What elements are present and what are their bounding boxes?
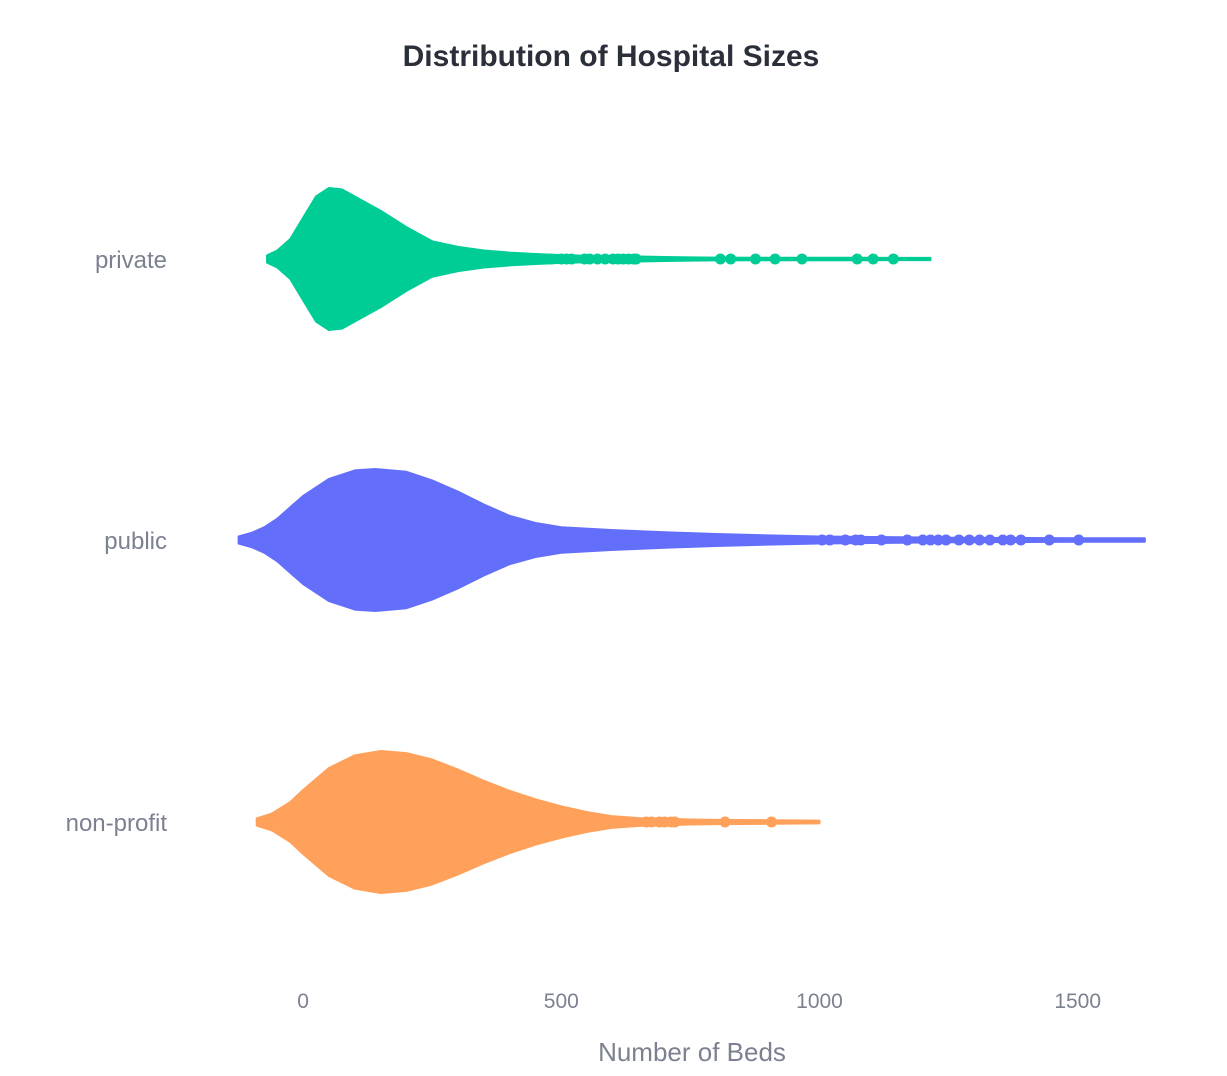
outlier-point-public	[997, 534, 1009, 546]
outlier-point-public	[953, 534, 965, 546]
chart-title: Distribution of Hospital Sizes	[403, 40, 820, 73]
outlier-point-public	[876, 534, 887, 546]
violin-non-profit	[255, 750, 821, 894]
outlier-point-public	[901, 534, 913, 546]
outlier-point-private	[714, 253, 726, 265]
category-label-public: public	[104, 528, 167, 555]
outlier-point-non-profit	[766, 816, 777, 828]
outlier-point-non-profit	[719, 816, 731, 828]
outlier-point-private	[545, 253, 557, 265]
outlier-point-private	[796, 253, 808, 265]
outlier-point-public	[855, 534, 867, 546]
outlier-point-public	[974, 534, 986, 546]
outlier-point-public	[940, 534, 952, 546]
outlier-point-private	[750, 253, 761, 265]
outlier-point-public	[839, 534, 851, 546]
outlier-point-public	[824, 534, 836, 546]
violins-group	[237, 187, 1146, 894]
outlier-point-public	[1015, 534, 1027, 546]
outlier-point-non-profit	[646, 816, 658, 828]
outlier-point-public	[984, 534, 996, 546]
outlier-point-public	[932, 534, 944, 546]
outlier-point-private	[887, 253, 899, 265]
category-label-non-profit: non-profit	[66, 810, 168, 837]
x-tick-label: 1500	[1054, 990, 1101, 1013]
outlier-point-public	[1005, 534, 1017, 546]
outlier-point-private	[867, 253, 879, 265]
outlier-point-private	[584, 253, 596, 265]
outlier-point-private	[630, 253, 642, 265]
outlier-point-private	[769, 253, 781, 265]
outlier-point-private	[599, 253, 611, 265]
x-tick-label: 0	[297, 990, 309, 1013]
outlier-point-private	[566, 253, 578, 265]
outlier-point-public	[1073, 534, 1085, 546]
outlier-point-public	[1043, 534, 1055, 546]
outlier-point-private	[592, 253, 603, 265]
category-labels: private public non-profit	[66, 247, 168, 837]
outlier-point-non-profit	[669, 816, 681, 828]
violin-public	[237, 468, 1146, 612]
outlier-point-public	[963, 534, 975, 546]
outlier-point-public	[917, 534, 929, 546]
outlier-point-public	[925, 534, 936, 546]
category-label-private: private	[95, 247, 167, 274]
x-tick-label: 500	[544, 990, 579, 1013]
x-tick-label: 1000	[796, 990, 843, 1013]
x-axis-ticks: 0 500 1000 1500	[297, 990, 1101, 1013]
outlier-point-private	[851, 253, 863, 265]
x-axis-title: Number of Beds	[598, 1037, 786, 1067]
outlier-point-private	[725, 253, 737, 265]
outlier-point-public	[816, 534, 828, 546]
